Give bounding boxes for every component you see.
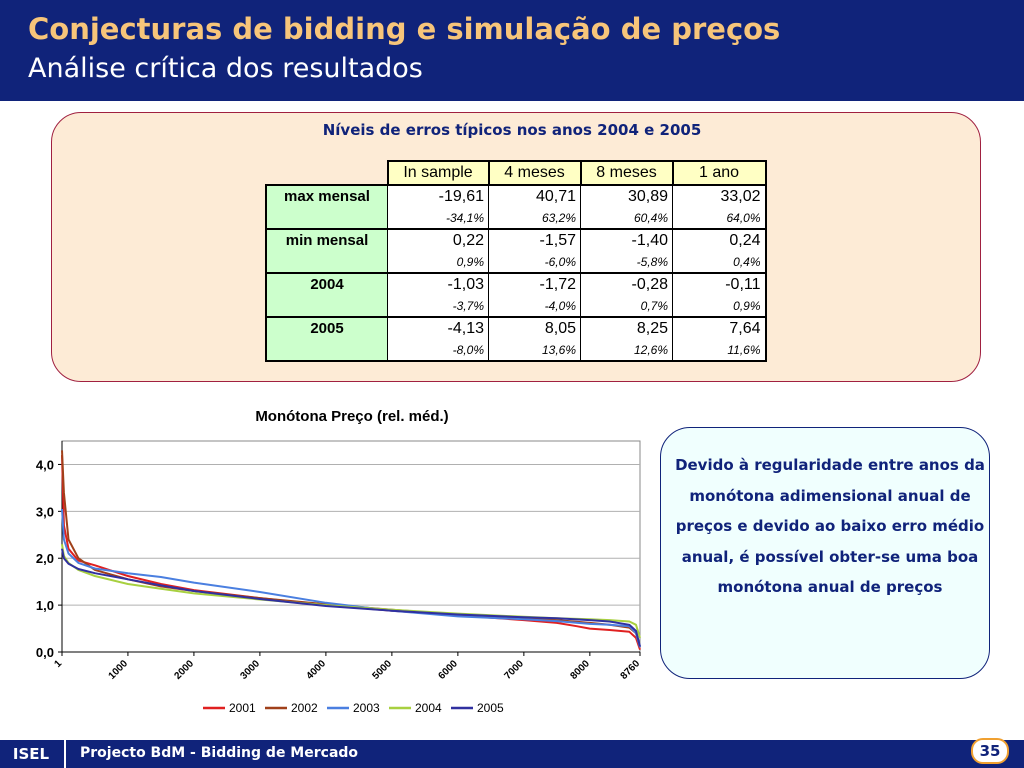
row-label: min mensal [265, 228, 388, 274]
table-percent-cell: 0,7% [580, 296, 673, 318]
table-percent-cell: 64,0% [672, 208, 767, 230]
note-box [660, 427, 990, 679]
table-cell: -0,11 [672, 272, 767, 296]
slide-subtitle: Análise crítica dos resultados [28, 53, 423, 84]
table-cell: -1,40 [580, 228, 673, 252]
legend-label-2002: 2002 [291, 701, 318, 715]
y-tick-label: 1,0 [36, 598, 54, 613]
slide-title: Conjecturas de bidding e simulação de pr… [28, 12, 781, 46]
series-line-2005 [61, 548, 641, 647]
table-percent-cell: 0,4% [672, 252, 767, 274]
page-number: 35 [971, 738, 1009, 764]
footer-text: Projecto BdM - Bidding de Mercado [80, 745, 359, 761]
table-cell: 33,02 [672, 184, 767, 208]
x-tick-label: 3000 [239, 658, 263, 682]
row-label: 2005 [265, 316, 388, 362]
error-table: In sample 4 meses 8 meses 1 ano max mens… [265, 160, 767, 362]
column-header: 1 ano [671, 160, 767, 186]
table-percent-cell: 12,6% [580, 340, 673, 362]
x-tick-label: 8760 [619, 658, 643, 682]
table-percent-cell: 13,6% [488, 340, 581, 362]
table-cell: -19,61 [387, 184, 489, 208]
table-cell: -1,03 [387, 272, 489, 296]
table-row: max mensal -19,61 40,71 30,89 33,02 [265, 184, 767, 230]
footer-bar [0, 740, 1024, 768]
table-row: -3,7% -4,0% 0,7% 0,9% [266, 296, 767, 318]
y-tick-label: 2,0 [36, 551, 54, 566]
table-percent-cell: -8,0% [387, 340, 489, 362]
table-cell: 40,71 [488, 184, 581, 208]
legend-label-2004: 2004 [415, 701, 442, 715]
x-tick-label: 4000 [305, 658, 329, 682]
x-tick-label: 5000 [370, 658, 394, 682]
row-label: 2004 [265, 272, 388, 318]
table-row: min mensal 0,22 -1,57 -1,40 0,24 [265, 228, 767, 274]
table-cell: -1,57 [488, 228, 581, 252]
table-cell: 0,22 [387, 228, 489, 252]
isel-logo: ISEL [0, 742, 62, 766]
table-row: 0,9% -6,0% -5,8% 0,4% [266, 252, 767, 274]
header-bar [0, 0, 1024, 101]
table-cell: -4,13 [387, 316, 489, 340]
y-tick-label: 4,0 [36, 457, 54, 472]
chart-title: Monótona Preço (rel. méd.) [255, 408, 449, 425]
table-cell: -1,72 [488, 272, 581, 296]
table-percent-cell: -3,7% [387, 296, 489, 318]
y-tick-label: 0,0 [36, 645, 54, 660]
table-cell: 7,64 [672, 316, 767, 340]
column-header: 4 meses [487, 160, 582, 186]
table-cell: 0,24 [672, 228, 767, 252]
table-percent-cell: -4,0% [488, 296, 581, 318]
table-percent-cell: 63,2% [488, 208, 581, 230]
note-text: Devido à regularidade entre anos da monó… [675, 456, 985, 596]
column-header: 8 meses [579, 160, 674, 186]
column-header: In sample [386, 160, 490, 186]
table-cell: 8,05 [488, 316, 581, 340]
legend-label-2003: 2003 [353, 701, 380, 715]
table-row: -34,1% 63,2% 60,4% 64,0% [266, 208, 767, 230]
table-cell: 30,89 [580, 184, 673, 208]
footer-divider [64, 740, 66, 768]
table-cell: -0,28 [580, 272, 673, 296]
table-percent-cell: 11,6% [672, 340, 767, 362]
x-tick-label: 1000 [107, 658, 131, 682]
table-cell: 8,25 [580, 316, 673, 340]
row-label: max mensal [265, 184, 388, 230]
x-tick-label: 1 [52, 658, 64, 670]
y-tick-label: 3,0 [36, 504, 54, 519]
table-row: -8,0% 13,6% 12,6% 11,6% [266, 340, 767, 362]
price-duration-chart: 0,0 1,0 2,0 3,0 4,0 1 1000 2000 3000 4000 5000 6000… [36, 440, 643, 715]
table-percent-cell: -6,0% [488, 252, 581, 274]
table-percent-cell: 60,4% [580, 208, 673, 230]
x-tick-label: 8000 [568, 658, 592, 682]
table-percent-cell: 0,9% [672, 296, 767, 318]
legend-label-2005: 2005 [477, 701, 504, 715]
x-tick-label: 2000 [173, 658, 197, 682]
x-tick-label: 6000 [436, 658, 460, 682]
table-row: 2005 -4,13 8,05 8,25 7,64 [265, 316, 767, 362]
table-percent-cell: -5,8% [580, 252, 673, 274]
x-tick-label: 7000 [502, 658, 526, 682]
table-percent-cell: -34,1% [387, 208, 489, 230]
table-title: Níveis de erros típicos nos anos 2004 e … [322, 121, 702, 139]
table-row: 2004 -1,03 -1,72 -0,28 -0,11 [265, 272, 767, 318]
table-percent-cell: 0,9% [387, 252, 489, 274]
legend-label-2001: 2001 [229, 701, 256, 715]
series-line-2003 [61, 508, 641, 648]
